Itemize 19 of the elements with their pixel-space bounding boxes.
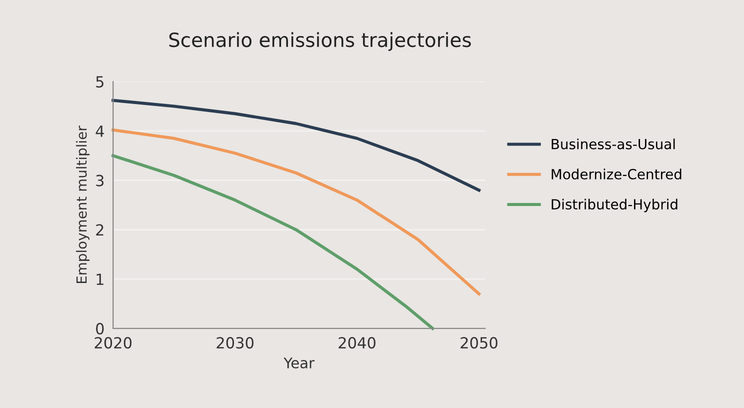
y-tick-label: 1 bbox=[96, 274, 104, 285]
legend-label: Modernize-Centred bbox=[552, 168, 682, 180]
x-tick-label: 2040 bbox=[338, 337, 376, 349]
y-tick-label: 3 bbox=[96, 174, 104, 186]
x-tick-label: 2030 bbox=[216, 337, 254, 349]
line-series bbox=[112, 154, 434, 330]
chart-title: Scenario emissions trajectories bbox=[169, 32, 471, 51]
y-tick-label: 4 bbox=[96, 126, 104, 137]
y-tick-label: 5 bbox=[96, 76, 104, 88]
x-tick-label: 2020 bbox=[94, 337, 132, 349]
line-series bbox=[112, 128, 481, 296]
line-series bbox=[112, 98, 481, 192]
x-tick-label: 2050 bbox=[460, 337, 498, 349]
legend-label: Distributed-Hybrid bbox=[552, 198, 678, 212]
legend-label: Business-as-Usual bbox=[552, 138, 675, 150]
x-axis-title: Year bbox=[284, 358, 315, 368]
y-tick-label: 0 bbox=[96, 322, 104, 334]
y-axis-title: Employment multiplier bbox=[76, 126, 90, 284]
y-tick-label: 2 bbox=[96, 224, 104, 236]
